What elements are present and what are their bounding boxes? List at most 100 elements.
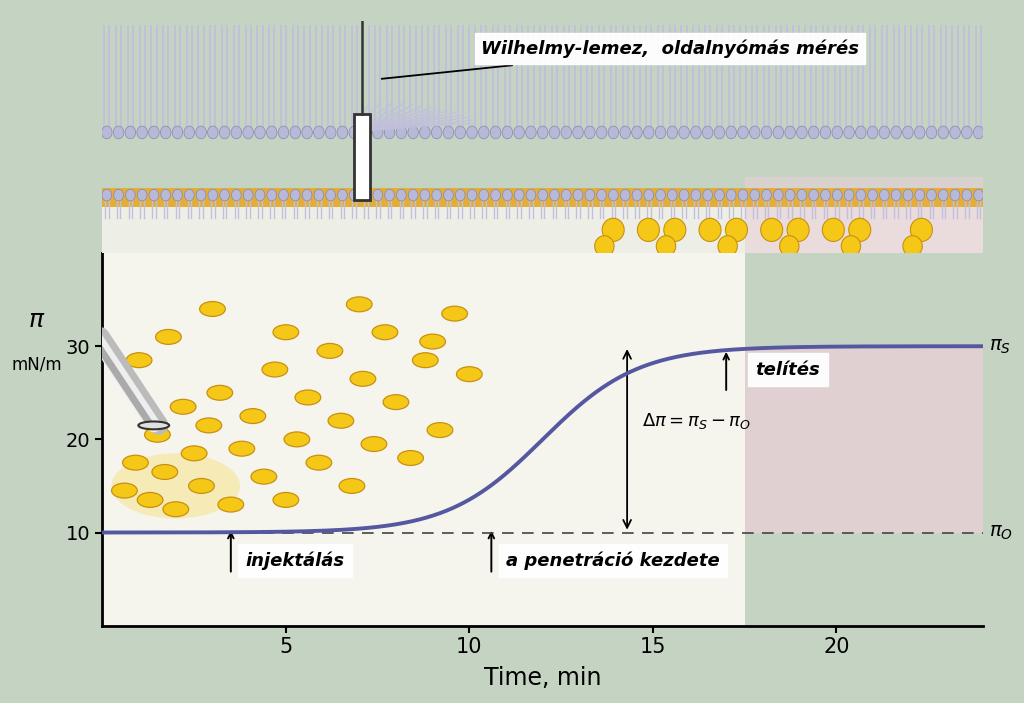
Ellipse shape [317,344,343,359]
Ellipse shape [725,218,748,241]
Ellipse shape [668,189,677,201]
Ellipse shape [797,126,807,138]
Ellipse shape [856,189,865,201]
Ellipse shape [738,189,748,201]
Ellipse shape [620,126,631,138]
Ellipse shape [585,189,595,201]
Ellipse shape [156,330,181,344]
Ellipse shape [290,126,301,138]
Ellipse shape [833,189,842,201]
Ellipse shape [467,189,477,201]
Ellipse shape [490,126,501,138]
Bar [744,346,983,533]
Ellipse shape [822,218,845,241]
Ellipse shape [761,126,772,138]
Ellipse shape [208,189,218,201]
Text: $\pi_S$: $\pi_S$ [988,337,1011,356]
Ellipse shape [784,126,796,138]
Bar [102,253,744,533]
Ellipse shape [350,371,376,386]
Ellipse shape [338,189,347,201]
Bar [102,188,983,207]
Ellipse shape [595,236,614,257]
Ellipse shape [218,497,244,512]
Ellipse shape [427,423,453,437]
Ellipse shape [602,218,625,241]
Ellipse shape [879,126,890,138]
Ellipse shape [637,218,659,241]
Ellipse shape [914,189,925,201]
Ellipse shape [655,189,666,201]
Bar [354,114,370,200]
Ellipse shape [326,189,336,201]
Ellipse shape [525,126,537,138]
Ellipse shape [691,189,700,201]
Ellipse shape [938,189,948,201]
Ellipse shape [787,218,809,241]
Ellipse shape [549,126,560,138]
Ellipse shape [409,189,418,201]
Ellipse shape [950,126,961,138]
Ellipse shape [408,126,419,138]
Ellipse shape [207,385,232,400]
Bar [102,207,983,253]
Ellipse shape [137,189,147,201]
Ellipse shape [137,493,163,508]
Ellipse shape [150,189,159,201]
Ellipse shape [384,126,395,138]
Ellipse shape [808,126,819,138]
Ellipse shape [621,189,630,201]
Ellipse shape [262,362,288,377]
Ellipse shape [761,218,782,241]
Ellipse shape [385,189,394,201]
Ellipse shape [561,189,571,201]
Ellipse shape [585,126,595,138]
Ellipse shape [326,126,336,138]
Ellipse shape [383,394,409,410]
Ellipse shape [699,218,721,241]
Ellipse shape [123,456,148,470]
Ellipse shape [255,189,265,201]
Ellipse shape [478,126,489,138]
Ellipse shape [243,126,254,138]
Ellipse shape [337,126,348,138]
Ellipse shape [632,189,642,201]
Ellipse shape [809,189,818,201]
Ellipse shape [664,218,686,241]
Ellipse shape [667,126,678,138]
Ellipse shape [314,189,324,201]
Ellipse shape [643,126,654,138]
Ellipse shape [514,189,524,201]
Ellipse shape [914,126,925,138]
Ellipse shape [181,446,207,460]
Ellipse shape [431,126,442,138]
Text: telítés: telítés [756,361,820,378]
Ellipse shape [302,126,312,138]
Ellipse shape [372,325,397,340]
Ellipse shape [273,493,299,508]
Ellipse shape [550,189,559,201]
Ellipse shape [339,479,365,494]
Ellipse shape [490,189,501,201]
Ellipse shape [114,126,124,138]
Ellipse shape [172,126,182,138]
Ellipse shape [820,189,830,201]
Ellipse shape [295,390,321,405]
Ellipse shape [266,126,278,138]
Text: $\Delta\pi = \pi_S - \pi_O$: $\Delta\pi = \pi_S - \pi_O$ [642,411,751,431]
Ellipse shape [526,189,536,201]
Text: Wilhelmy-lemez,  oldalnyómás mérés: Wilhelmy-lemez, oldalnyómás mérés [382,39,859,79]
Ellipse shape [244,189,253,201]
Ellipse shape [891,126,901,138]
Ellipse shape [251,469,276,484]
Ellipse shape [420,126,430,138]
Ellipse shape [514,126,524,138]
Ellipse shape [456,189,465,201]
Ellipse shape [240,408,265,423]
Text: mN/m: mN/m [11,356,61,374]
X-axis label: Time, min: Time, min [484,666,601,690]
Ellipse shape [927,189,936,201]
Ellipse shape [219,126,230,138]
Ellipse shape [373,126,383,138]
Ellipse shape [306,456,332,470]
